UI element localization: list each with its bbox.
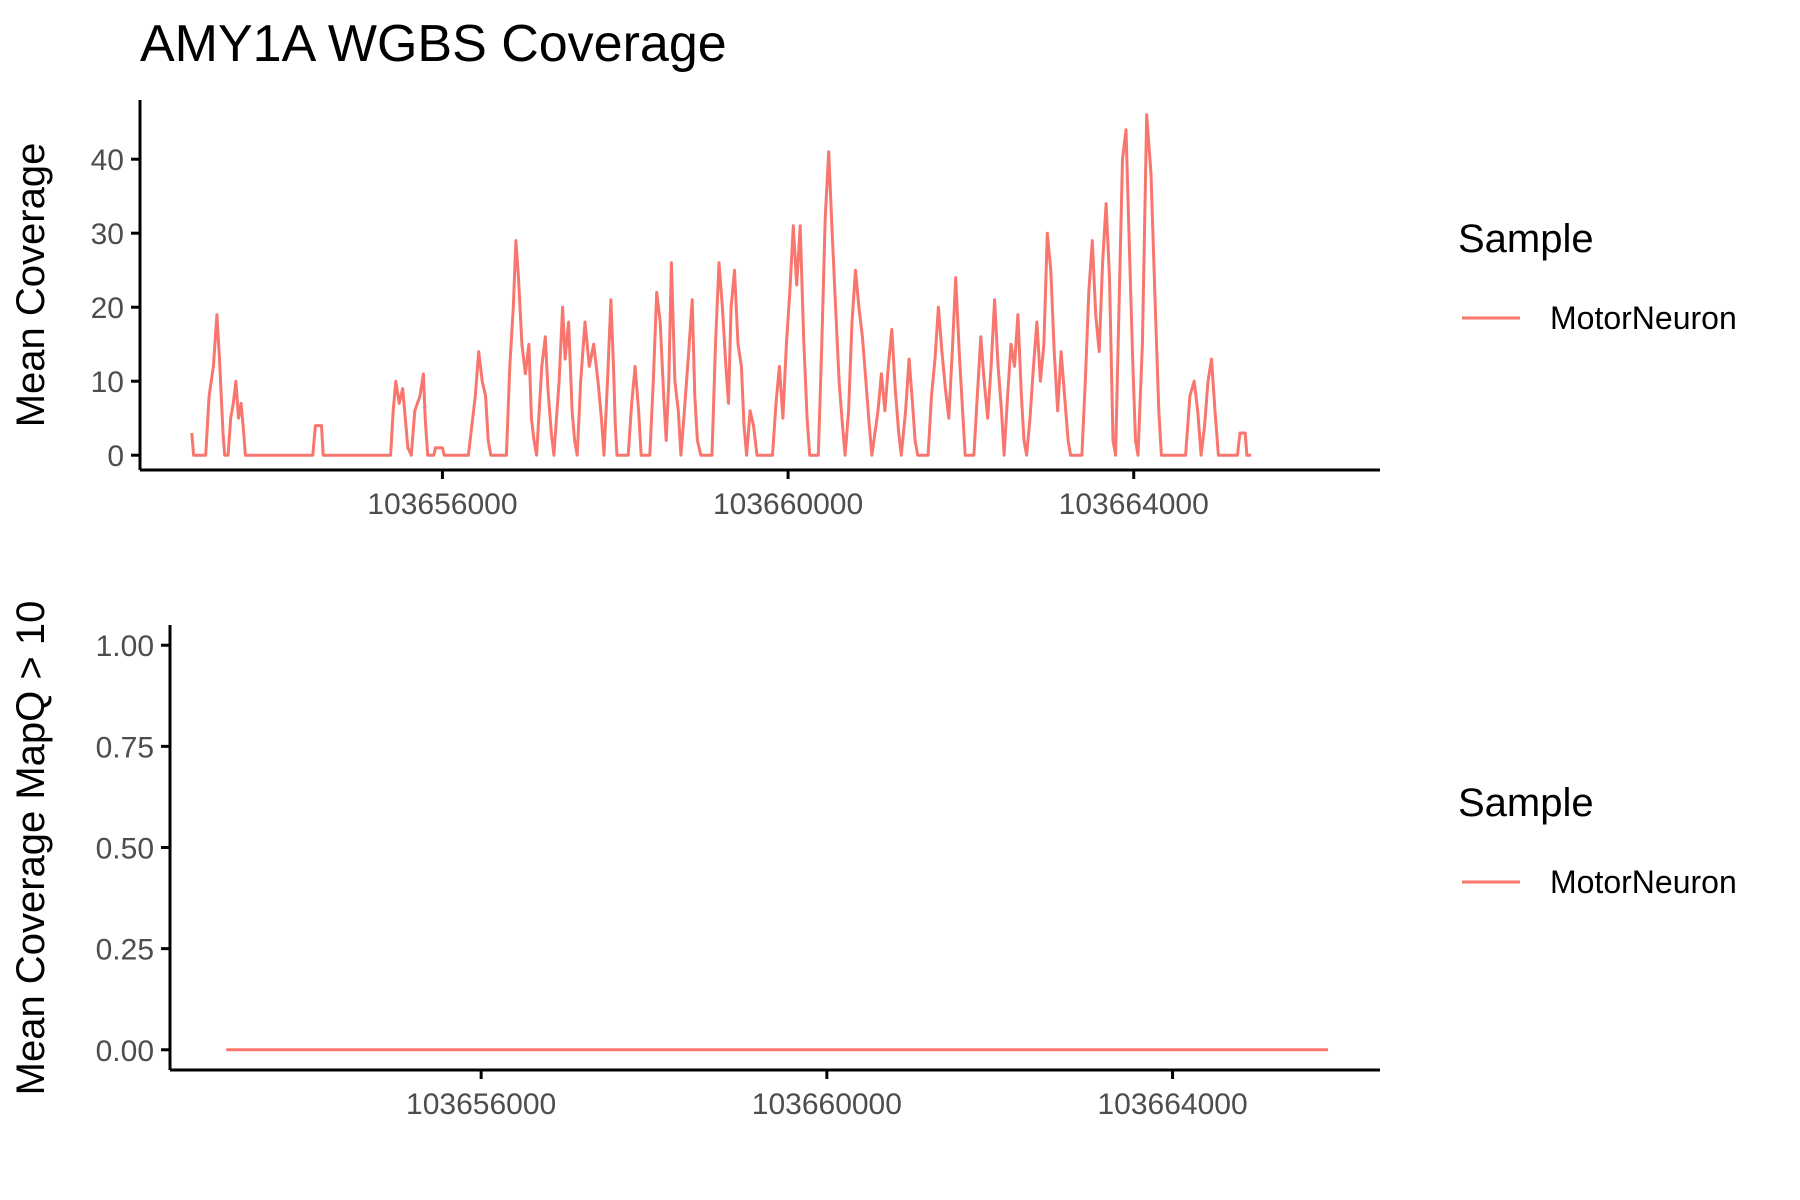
y-tick-label: 0.00: [96, 1035, 154, 1068]
y-axis-title: Mean Coverage: [9, 143, 53, 428]
legend-label: MotorNeuron: [1550, 300, 1737, 336]
y-tick-label: 10: [91, 366, 124, 399]
y-tick-label: 0: [107, 440, 124, 473]
y-tick-label: 0.50: [96, 833, 154, 866]
y-tick-label: 0.25: [96, 934, 154, 967]
chart-title: AMY1A WGBS Coverage: [140, 15, 727, 73]
y-tick-label: 0.75: [96, 731, 154, 764]
series-line-motorneuron: [190, 113, 1252, 457]
y-axis-title: Mean Coverage MapQ > 10: [9, 601, 53, 1096]
x-tick-label: 103660000: [713, 488, 863, 521]
x-tick-label: 103664000: [1059, 488, 1209, 521]
x-tick-label: 103660000: [752, 1088, 902, 1121]
x-tick-label: 103664000: [1097, 1088, 1247, 1121]
y-tick-label: 30: [91, 218, 124, 251]
y-tick-label: 40: [91, 144, 124, 177]
legend-title: Sample: [1458, 217, 1594, 261]
x-tick-label: 103656000: [367, 488, 517, 521]
x-tick-label: 103656000: [406, 1088, 556, 1121]
legend-label: MotorNeuron: [1550, 864, 1737, 900]
y-tick-label: 20: [91, 292, 124, 325]
y-tick-label: 1.00: [96, 630, 154, 663]
legend-title: Sample: [1458, 781, 1594, 825]
